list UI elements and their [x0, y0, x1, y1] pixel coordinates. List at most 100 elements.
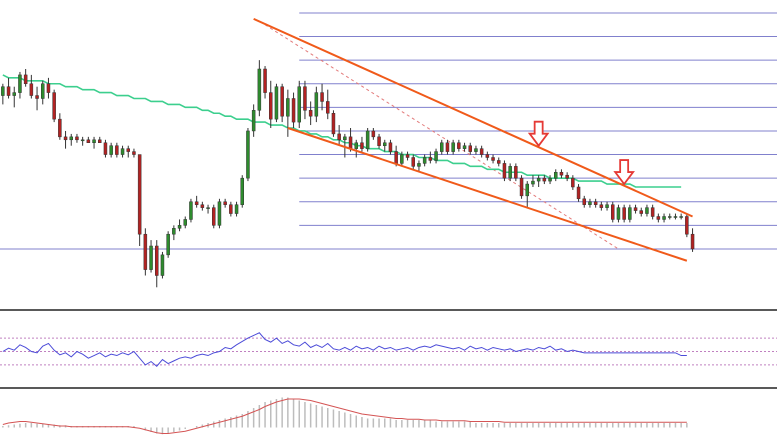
candle-body — [451, 142, 455, 152]
candle-body — [616, 207, 621, 220]
candle-body — [35, 95, 39, 99]
candle-body — [502, 163, 507, 179]
candle-body — [229, 204, 233, 214]
candle-body — [428, 157, 433, 161]
fib-retracement-levels — [0, 12, 777, 250]
candle-body — [360, 142, 364, 149]
candle-body — [29, 83, 34, 96]
trend-channel — [253, 17, 693, 262]
candle-body — [611, 204, 615, 220]
candle-body — [468, 145, 472, 152]
trend-line-upper — [253, 17, 693, 218]
candle-body — [599, 204, 604, 208]
candle-body — [217, 201, 222, 226]
candle-body — [633, 207, 638, 211]
candle-body — [582, 198, 586, 205]
candle-body — [411, 157, 415, 167]
down-arrow-icon — [613, 159, 635, 186]
candle-body — [291, 98, 296, 123]
panel-separators — [0, 309, 777, 389]
candle-body — [645, 207, 649, 214]
candle-body — [126, 148, 130, 152]
candle-body — [508, 166, 512, 179]
candle-body — [41, 83, 45, 99]
candle-body — [251, 110, 256, 132]
candle-body — [554, 172, 558, 179]
candle-body — [377, 136, 381, 146]
candle-body — [519, 177, 524, 197]
candle-body — [223, 201, 227, 205]
candle-body — [200, 204, 205, 208]
candle-body — [690, 233, 695, 250]
candle-body — [662, 216, 666, 220]
candle-body — [548, 177, 552, 182]
candle-body — [417, 163, 421, 167]
candle-body — [46, 83, 51, 93]
candle-body — [274, 86, 279, 120]
candle-body — [491, 157, 495, 161]
candle-body — [269, 92, 273, 120]
candle-body — [650, 207, 655, 217]
candle-body — [75, 136, 79, 141]
candle-body — [194, 201, 199, 205]
candle-body — [485, 154, 490, 158]
candle-body — [365, 130, 370, 149]
candle-body — [343, 136, 347, 141]
candle-body — [673, 216, 678, 218]
candle-body — [177, 225, 182, 229]
candle-body — [12, 92, 16, 96]
candle-body — [622, 207, 626, 220]
candle-body — [257, 68, 262, 111]
candle-body — [457, 142, 461, 149]
candle-body — [679, 216, 683, 218]
fib-diagonal-line — [264, 24, 619, 250]
candle-body — [63, 136, 68, 141]
candle-body — [685, 216, 689, 235]
candle-body — [445, 142, 450, 152]
candle-body — [348, 136, 353, 149]
candle-body — [160, 254, 165, 276]
candle-body — [1, 86, 5, 96]
candle-body — [234, 204, 239, 214]
macd-panel — [2, 397, 688, 435]
candle-body — [189, 201, 193, 220]
candle-body — [371, 130, 376, 138]
trend-line-lower — [287, 127, 688, 262]
candle-body — [628, 207, 632, 220]
candle-body — [109, 145, 113, 155]
candle-body — [479, 148, 484, 155]
candle-body — [514, 166, 518, 179]
candle-body — [565, 174, 569, 179]
candle-body — [172, 228, 176, 235]
candle-body — [92, 139, 96, 144]
candle-body — [149, 245, 153, 270]
arrows — [527, 120, 635, 186]
candle-body — [246, 130, 250, 179]
candle-body — [212, 207, 216, 226]
candle-body — [405, 154, 410, 158]
candle-body — [588, 201, 592, 205]
candle-body — [462, 145, 467, 149]
candle-body — [80, 139, 85, 142]
candle-body — [656, 216, 661, 220]
candle-body — [297, 86, 301, 123]
candle-body — [166, 233, 170, 256]
rsi-line — [2, 332, 687, 367]
candle-body — [115, 145, 119, 155]
candle-body — [474, 148, 478, 152]
candle-body — [668, 216, 672, 218]
candle-body — [314, 92, 319, 117]
candle-body — [303, 86, 307, 111]
candle-body — [6, 86, 11, 96]
candle-body — [23, 74, 28, 85]
candle-body — [542, 177, 547, 182]
candle-body — [497, 160, 501, 164]
candle-body — [605, 204, 609, 208]
candle-body — [98, 139, 102, 144]
candle-body — [86, 139, 91, 144]
candle-body — [400, 154, 404, 164]
candle-body — [422, 157, 427, 164]
candle-body — [137, 154, 142, 235]
